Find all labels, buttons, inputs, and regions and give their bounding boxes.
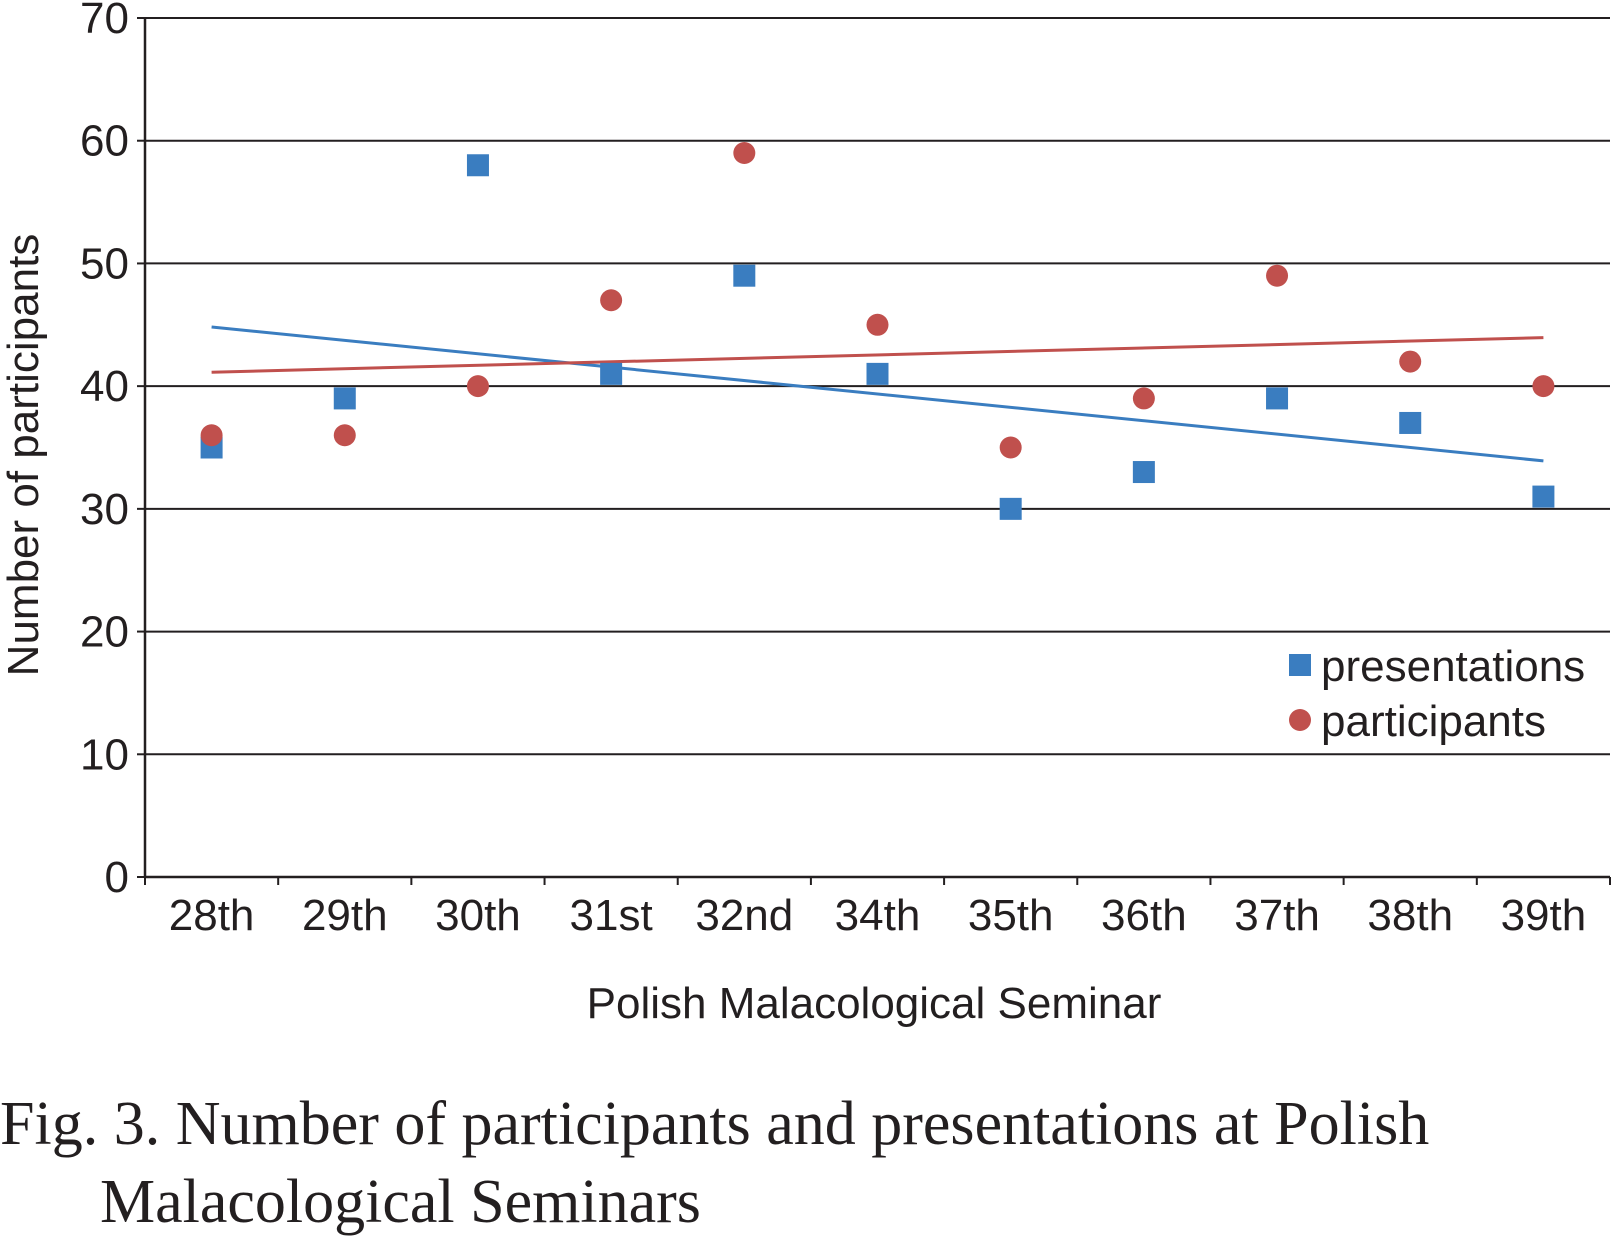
participants-point: [1132, 387, 1155, 410]
x-axis-title: Polish Malacological Seminar: [587, 979, 1162, 1028]
x-tick-label: 38th: [1367, 891, 1453, 940]
x-tick-label: 34th: [835, 891, 921, 940]
scatter-chart: 0 10 20 30 40 50 60 70 28th 29th 30th 31st 32nd 34th…: [0, 0, 1611, 1028]
gridlines: [145, 17, 1610, 756]
legend-label-presentations: presentations: [1321, 642, 1585, 691]
presentations-point: [1532, 485, 1555, 508]
participants-point: [200, 424, 223, 447]
participants-point: [1399, 350, 1422, 373]
caption-line-1: Fig. 3. Number of participants and prese…: [0, 1090, 1430, 1158]
y-tick-label: 60: [80, 117, 129, 166]
x-tick-label: 28th: [169, 891, 255, 940]
legend: presentations participants: [1289, 642, 1585, 746]
participants-point: [466, 375, 489, 398]
trendlines: [211, 325, 1544, 463]
x-tick-label: 29th: [302, 891, 388, 940]
x-tick-label: 30th: [435, 891, 521, 940]
x-tick-label: 31st: [570, 891, 653, 940]
presentations-trendline: [211, 325, 1544, 463]
y-tick-labels: 0 10 20 30 40 50 60 70: [80, 0, 129, 902]
presentations-point: [866, 362, 889, 385]
presentations-point: [1132, 461, 1155, 484]
x-tick-label: 32nd: [695, 891, 793, 940]
data-points: [200, 141, 1555, 520]
presentations-point: [733, 264, 756, 287]
participants-point: [1266, 264, 1289, 287]
x-tick-labels: 28th 29th 30th 31st 32nd 34th 35th 36th 37th 38th…: [169, 891, 1586, 940]
axes: [137, 17, 1611, 885]
presentations-point: [1399, 411, 1422, 434]
participants-point: [333, 424, 356, 447]
presentations-point: [333, 387, 356, 410]
x-tick-label: 36th: [1101, 891, 1187, 940]
participants-point: [733, 141, 756, 164]
y-tick-label: 10: [80, 730, 129, 779]
presentations-point: [600, 362, 623, 385]
y-tick-label: 70: [80, 0, 129, 43]
legend-marker-presentations: [1289, 654, 1311, 676]
y-tick-label: 40: [80, 362, 129, 411]
participants-trendline: [211, 336, 1544, 374]
presentations-point: [1266, 387, 1289, 410]
legend-marker-participants: [1289, 709, 1311, 731]
y-tick-label: 20: [80, 608, 129, 657]
caption-line-2: Malacological Seminars: [100, 1168, 701, 1236]
y-tick-label: 0: [105, 853, 129, 902]
participants-point: [1532, 375, 1555, 398]
participants-point: [600, 289, 623, 312]
x-tick-label: 35th: [968, 891, 1054, 940]
x-tick-label: 37th: [1234, 891, 1320, 940]
y-tick-label: 30: [80, 485, 129, 534]
x-tick-label: 39th: [1501, 891, 1587, 940]
y-tick-label: 50: [80, 239, 129, 288]
presentations-point: [466, 154, 489, 177]
figure-caption: Fig. 3. Number of participants and prese…: [0, 1085, 1621, 1241]
legend-label-participants: participants: [1321, 697, 1546, 746]
y-axis-title: Number of participants: [0, 234, 48, 677]
participants-point: [999, 436, 1022, 459]
participants-point: [866, 313, 889, 336]
presentations-point: [999, 497, 1022, 520]
